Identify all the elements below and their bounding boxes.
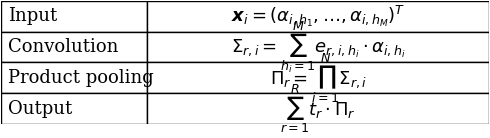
Text: $\Pi_r = \prod_{i=1}^{N} \Sigma_{r,i}$: $\Pi_r = \prod_{i=1}^{N} \Sigma_{r,i}$ (270, 51, 367, 105)
Text: Input: Input (8, 7, 57, 25)
Text: $\boldsymbol{x}_i = (\alpha_{i,h_1}, \ldots, \alpha_{i,h_M})^T$: $\boldsymbol{x}_i = (\alpha_{i,h_1}, \ld… (231, 4, 406, 29)
Bar (0, 93, 147, 124)
Bar (0, 1, 147, 32)
Text: $\Sigma_{r,i} = \sum_{h_i=1}^{M} e_{r,i,h_i} \cdot \alpha_{i,h_i}$: $\Sigma_{r,i} = \sum_{h_i=1}^{M} e_{r,i,… (231, 19, 406, 75)
Bar (147, 93, 490, 124)
Bar (147, 62, 490, 93)
Text: Convolution: Convolution (8, 38, 119, 56)
Bar (147, 1, 490, 32)
Text: Output: Output (8, 100, 72, 118)
Text: $\sum_{r=1}^{R} t_r \cdot \Pi_r$: $\sum_{r=1}^{R} t_r \cdot \Pi_r$ (280, 82, 356, 135)
Bar (147, 32, 490, 62)
Bar (0, 62, 147, 93)
Bar (0, 32, 147, 62)
Text: Product pooling: Product pooling (8, 69, 154, 87)
